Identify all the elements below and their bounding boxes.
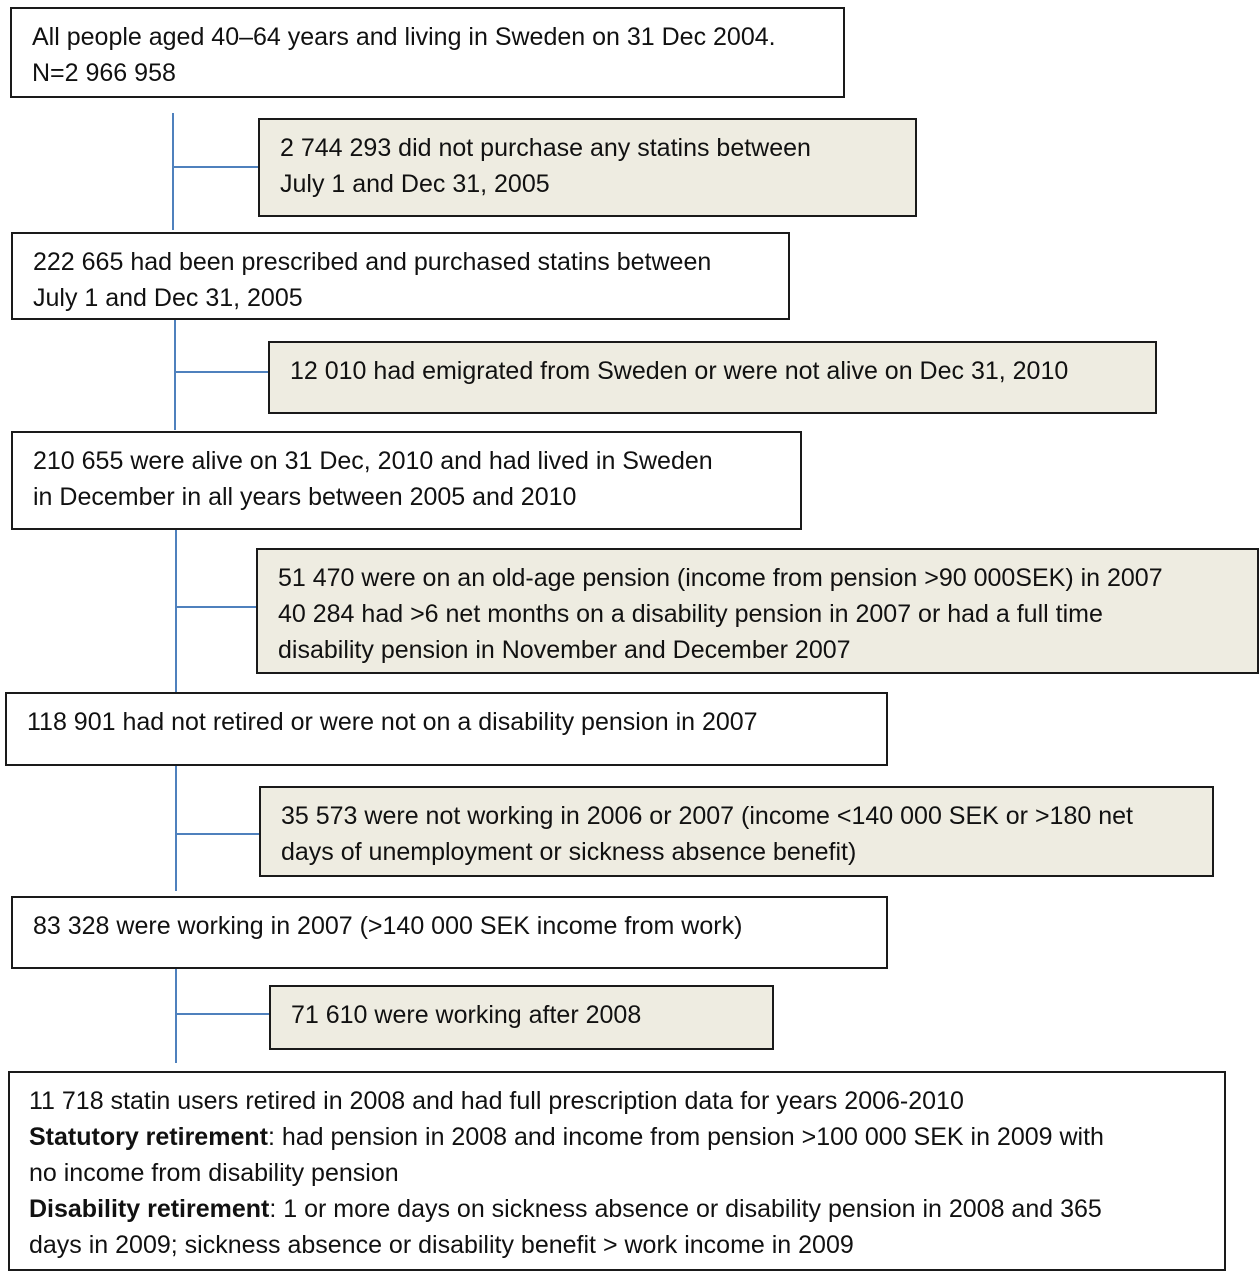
box-text-line: 12 010 had emigrated from Sweden or were… xyxy=(290,357,1069,385)
connector-vertical-2 xyxy=(174,320,176,430)
disability-retirement-label: Disability retirement xyxy=(29,1195,270,1223)
statutory-retirement-text: : had pension in 2008 and income from pe… xyxy=(267,1123,1104,1151)
connector-vertical-4 xyxy=(175,766,177,891)
exclusion-box-no-statins: 2 744 293 did not purchase any statins b… xyxy=(258,118,917,217)
connector-vertical-1 xyxy=(172,113,174,230)
box-text-line: 2 744 293 did not purchase any statins b… xyxy=(280,134,811,162)
connector-branch-4 xyxy=(175,833,261,835)
box-text-line: days in 2009; sickness absence or disabi… xyxy=(29,1231,854,1259)
box-text-line: All people aged 40–64 years and living i… xyxy=(32,23,776,51)
box-text-line: 51 470 were on an old-age pension (incom… xyxy=(278,564,1163,592)
exclusion-box-pensions: 51 470 were on an old-age pension (incom… xyxy=(256,548,1259,674)
connector-branch-3 xyxy=(175,606,258,608)
flow-box-statin-purchasers: 222 665 had been prescribed and purchase… xyxy=(11,232,790,320)
exclusion-box-working-after-2008: 71 610 were working after 2008 xyxy=(269,985,774,1050)
box-text-line: 118 901 had not retired or were not on a… xyxy=(27,708,758,736)
disability-retirement-definition: Disability retirement: 1 or more days on… xyxy=(29,1191,1206,1227)
flow-box-not-retired: 118 901 had not retired or were not on a… xyxy=(5,692,888,766)
box-text-line: 35 573 were not working in 2006 or 2007 … xyxy=(281,802,1133,830)
box-text-line: 71 610 were working after 2008 xyxy=(291,1001,642,1029)
exclusion-box-not-working: 35 573 were not working in 2006 or 2007 … xyxy=(259,786,1214,877)
box-text-line: 222 665 had been prescribed and purchase… xyxy=(33,248,712,276)
connector-vertical-5 xyxy=(175,969,177,1063)
flow-box-all-people: All people aged 40–64 years and living i… xyxy=(10,7,845,98)
flow-box-alive-in-sweden: 210 655 were alive on 31 Dec, 2010 and h… xyxy=(11,431,802,530)
box-text-line: 210 655 were alive on 31 Dec, 2010 and h… xyxy=(33,447,713,475)
statutory-retirement-definition: Statutory retirement: had pension in 200… xyxy=(29,1119,1206,1155)
exclusion-box-emigrated: 12 010 had emigrated from Sweden or were… xyxy=(268,341,1157,414)
connector-vertical-3 xyxy=(175,529,177,692)
statutory-retirement-label: Statutory retirement xyxy=(29,1123,268,1151)
box-text-line: disability pension in November and Decem… xyxy=(278,636,851,664)
disability-retirement-text: : 1 or more days on sickness absence or … xyxy=(269,1195,1102,1223)
box-text-line: 83 328 were working in 2007 (>140 000 SE… xyxy=(33,912,743,940)
box-text-line: 40 284 had >6 net months on a disability… xyxy=(278,600,1103,628)
box-text-line: July 1 and Dec 31, 2005 xyxy=(33,284,303,312)
box-text-line: no income from disability pension xyxy=(29,1159,399,1187)
flow-box-final-cohort: 11 718 statin users retired in 2008 and … xyxy=(8,1071,1226,1271)
box-text-line: days of unemployment or sickness absence… xyxy=(281,838,857,866)
box-text-line: in December in all years between 2005 an… xyxy=(33,483,577,511)
box-text-line: July 1 and Dec 31, 2005 xyxy=(280,170,550,198)
connector-branch-1 xyxy=(172,166,260,168)
box-text-line: N=2 966 958 xyxy=(32,59,176,87)
connector-branch-2 xyxy=(174,371,270,373)
flow-box-working-2007: 83 328 were working in 2007 (>140 000 SE… xyxy=(11,896,888,969)
connector-branch-5 xyxy=(175,1013,271,1015)
box-text-line: 11 718 statin users retired in 2008 and … xyxy=(29,1087,964,1115)
